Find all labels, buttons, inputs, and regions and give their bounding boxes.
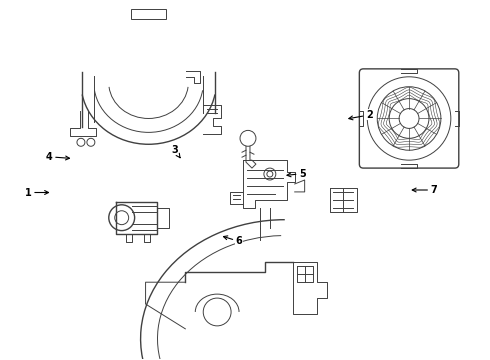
Text: 7: 7 bbox=[412, 185, 438, 195]
Text: 6: 6 bbox=[223, 236, 243, 247]
Text: 3: 3 bbox=[171, 145, 180, 158]
Text: 1: 1 bbox=[25, 188, 49, 198]
Text: 2: 2 bbox=[349, 110, 372, 120]
Bar bbox=[131, 9, 167, 19]
Text: 4: 4 bbox=[46, 152, 70, 162]
Text: 5: 5 bbox=[287, 168, 306, 179]
